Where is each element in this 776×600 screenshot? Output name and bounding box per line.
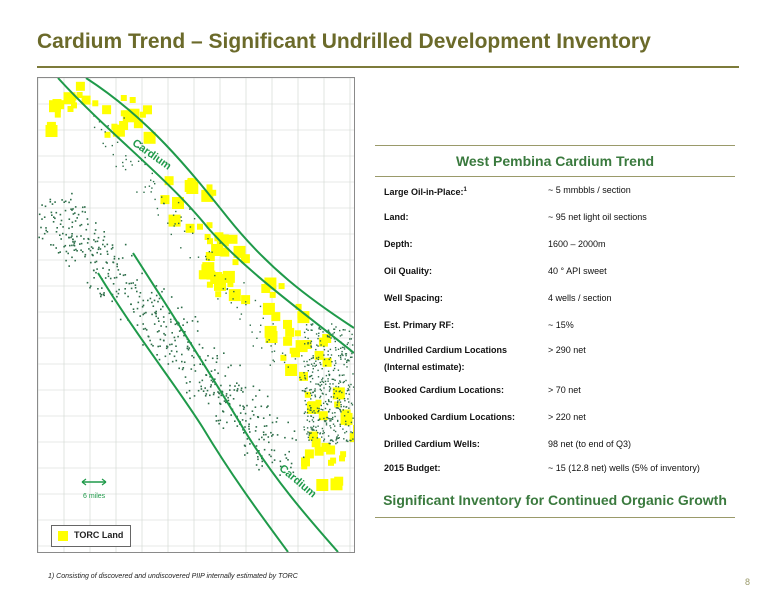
map-legend: TORC Land — [51, 525, 131, 547]
trend-boundary-middle — [57, 78, 354, 354]
row-label: Undrilled Cardium Locations — [384, 345, 508, 355]
map-canvas: Cardium Cardium 6 miles — [38, 78, 354, 552]
slide-title: Cardium Trend – Significant Undrilled De… — [37, 30, 651, 53]
row-label: 2015 Budget: — [384, 463, 441, 473]
row-label: Depth: — [384, 239, 413, 249]
legend-swatch-torc-land — [58, 531, 68, 541]
trend-boundary-upper — [85, 78, 354, 329]
row-label: Est. Primary RF: — [384, 320, 455, 330]
footnote: 1) Consisting of discovered and undiscov… — [48, 573, 298, 580]
page-number: 8 — [745, 577, 751, 587]
scale-label: 6 miles — [83, 493, 106, 500]
row-value: ~ 5 mmbbls / section — [548, 185, 631, 195]
cardium-trend-map: Cardium Cardium 6 miles — [37, 77, 355, 553]
row-label-line2: (Internal estimate): — [384, 362, 465, 372]
row-label: Large Oil-in-Place:1 — [384, 187, 467, 197]
row-value: 4 wells / section — [548, 293, 612, 303]
row-value: ~ 15 (12.8 net) wells (5% of inventory) — [548, 463, 700, 473]
panel-footer: Significant Inventory for Continued Orga… — [375, 485, 735, 518]
row-label: Oil Quality: — [384, 266, 433, 276]
trend-boundary-lower-right — [132, 252, 339, 552]
row-label: Land: — [384, 212, 409, 222]
panel-title: West Pembina Cardium Trend — [375, 145, 735, 177]
row-value: 1600 – 2000m — [548, 239, 606, 249]
trend-boundary-lower-left — [97, 272, 289, 552]
scale-bar: 6 miles — [81, 478, 107, 500]
row-label: Well Spacing: — [384, 293, 443, 303]
row-value: 98 net (to end of Q3) — [548, 439, 632, 449]
legend-label: TORC Land — [74, 530, 124, 540]
row-value: > 220 net — [548, 412, 586, 422]
row-label: Drilled Cardium Wells: — [384, 439, 480, 449]
torc-land-parcels — [45, 81, 354, 491]
row-value: > 290 net — [548, 345, 586, 355]
row-value: 40 ° API sweet — [548, 266, 607, 276]
row-label: Unbooked Cardium Locations: — [384, 412, 516, 422]
title-divider — [37, 66, 739, 68]
row-label: Booked Cardium Locations: — [384, 385, 505, 395]
row-value: ~ 95 net light oil sections — [548, 212, 647, 222]
row-value: > 70 net — [548, 385, 581, 395]
row-value: ~ 15% — [548, 320, 574, 330]
